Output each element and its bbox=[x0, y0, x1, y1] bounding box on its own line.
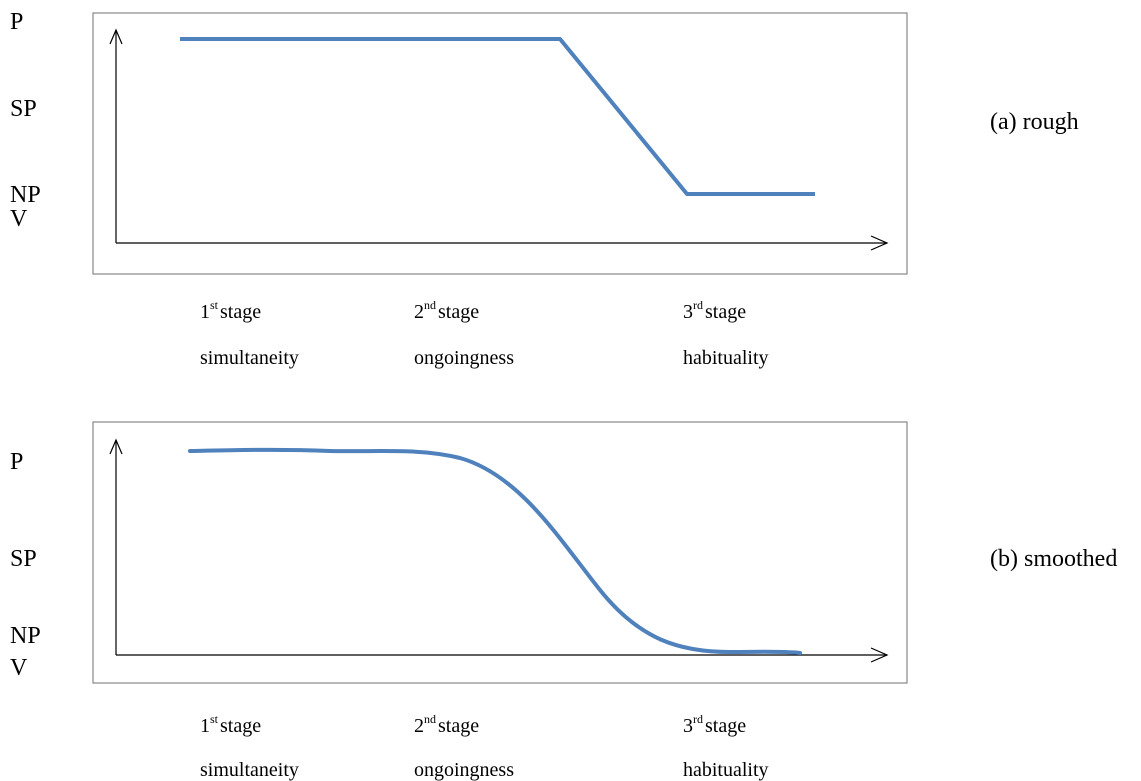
panel-a-y-label-sp: SP bbox=[10, 96, 37, 122]
stage-word: stage bbox=[220, 301, 262, 323]
panel-b-frame bbox=[92, 421, 908, 684]
stage-ordinal: 1 bbox=[200, 715, 210, 737]
panel-a-y-label-np: NP bbox=[10, 182, 41, 208]
panel-b-stage-1: 1st stage bbox=[200, 713, 262, 737]
panel-a-stage-3: 3rd stage bbox=[683, 299, 747, 323]
panel-a-stage-1: 1st stage bbox=[200, 299, 262, 323]
panel-a-caption: (a) rough bbox=[990, 109, 1079, 135]
stage-word: stage bbox=[438, 715, 480, 737]
panel-b-y-label-sp: SP bbox=[10, 546, 37, 572]
stage-suffix: nd bbox=[424, 712, 436, 726]
panel-b-stage-1-name: simultaneity bbox=[200, 759, 299, 781]
stage-suffix: rd bbox=[693, 298, 703, 312]
panel-b-y-label-np: NP bbox=[10, 623, 41, 649]
panel-b-x-arrowhead bbox=[870, 647, 889, 663]
panel-a-curve bbox=[180, 37, 815, 196]
panel-b-curve bbox=[188, 447, 802, 655]
panel-a-y-label-p: P bbox=[10, 9, 24, 35]
stage-ordinal: 2 bbox=[414, 301, 424, 323]
panel-a-stage-3-name: habituality bbox=[683, 347, 769, 369]
panel-b-stage-2: 2nd stage bbox=[414, 713, 480, 737]
panel-b-y-arrowhead bbox=[109, 438, 123, 455]
stage-suffix: rd bbox=[693, 712, 703, 726]
panel-a-stage-2-name: ongoingness bbox=[414, 347, 514, 369]
stage-word: stage bbox=[220, 715, 262, 737]
stage-word: stage bbox=[705, 715, 747, 737]
panel-b-y-label-v: V bbox=[10, 655, 28, 681]
panel-a-frame bbox=[92, 12, 908, 275]
panel-b-y-label-p: P bbox=[10, 449, 24, 475]
panel-b-caption: (b) smoothed bbox=[990, 546, 1118, 572]
stage-suffix: st bbox=[210, 712, 219, 726]
stage-ordinal: 2 bbox=[414, 715, 424, 737]
stage-suffix: st bbox=[210, 298, 219, 312]
stage-suffix: nd bbox=[424, 298, 436, 312]
panel-b-stage-2-name: ongoingness bbox=[414, 759, 514, 781]
panel-a-y-label-v: V bbox=[10, 206, 28, 232]
stage-ordinal: 1 bbox=[200, 301, 210, 323]
stage-ordinal: 3 bbox=[683, 301, 693, 323]
panel-a-stage-2: 2nd stage bbox=[414, 299, 480, 323]
stage-ordinal: 3 bbox=[683, 715, 693, 737]
stage-word: stage bbox=[705, 301, 747, 323]
stage-word: stage bbox=[438, 301, 480, 323]
panel-a-x-arrowhead bbox=[870, 235, 889, 251]
panel-a-y-arrowhead bbox=[109, 28, 123, 45]
panel-a-stage-1-name: simultaneity bbox=[200, 347, 299, 369]
panel-b-stage-3: 3rd stage bbox=[683, 713, 747, 737]
panel-b-stage-3-name: habituality bbox=[683, 759, 769, 781]
